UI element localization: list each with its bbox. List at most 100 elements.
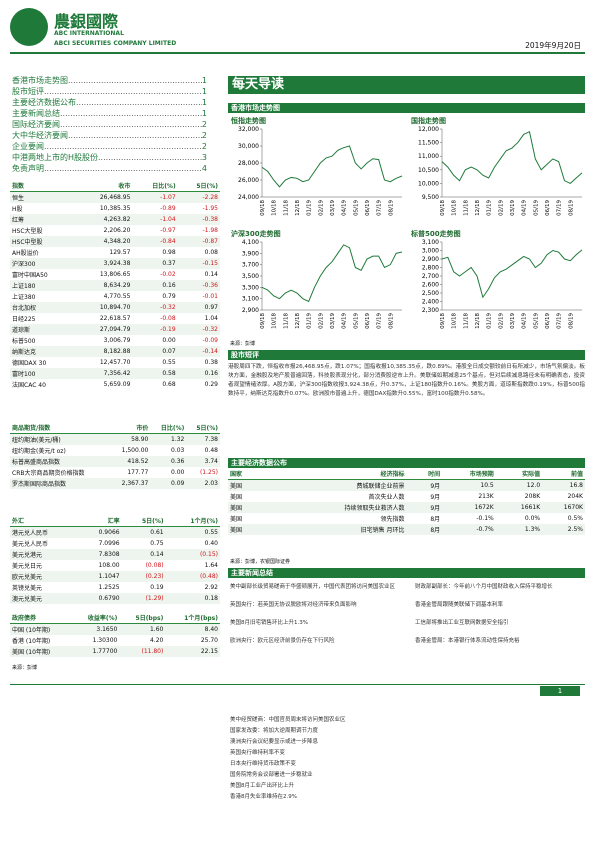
cell: 177.77 — [127, 469, 149, 476]
y-tick-label: 10,000 — [418, 180, 439, 187]
x-tick-label: 08/19 — [388, 200, 394, 216]
cell: 0.6790 — [78, 593, 122, 604]
header-row: 商品期货/指数 市价 日比(%) 5日(%) — [10, 422, 220, 434]
header-row: 政府债券 收益率(%) 5日(bps) 1个月(bps) — [10, 612, 220, 624]
cell: HSC大型股 — [12, 228, 43, 235]
y-tick-label: 2,900 — [422, 256, 439, 263]
chart-title: 沪深300走势图 — [231, 229, 281, 238]
y-tick-label: 3,300 — [242, 284, 259, 291]
x-tick-label: 08/19 — [568, 200, 574, 216]
cell: -0.15 — [177, 258, 220, 269]
x-tick-label: 11/18 — [283, 200, 289, 216]
news-item: 美国8月旧宅销售环比上升1.3% — [230, 620, 308, 626]
toc-page: 2 — [201, 120, 207, 129]
x-tick-label: 09/18 — [440, 200, 446, 216]
x-tick-label: 07/19 — [377, 313, 383, 329]
toc-dots: ........................................… — [44, 87, 202, 96]
chart: 恒指走势图 24,000 26,000 28,000 30,000 32,000 09/18… — [230, 116, 403, 216]
cell: HSC中型股 — [10, 236, 76, 247]
header-cell: 市场预期 — [442, 468, 496, 480]
cell: -0.08 — [160, 315, 176, 322]
x-tick-label: 03/19 — [510, 200, 516, 216]
header-cell: 日比(%) — [150, 422, 187, 434]
cell: 27,094.79 — [75, 324, 133, 335]
row: 英镑兑美元 1.2525 0.19 2.92 — [10, 582, 220, 593]
header-cell: 政府债券 — [10, 612, 71, 624]
header-row: 指数 收市 日比(%) 5日(%) — [10, 180, 220, 192]
header-cell: 5日(%) — [121, 515, 166, 527]
row: 德国DAX 30 12,457.70 0.55 0.38 — [10, 357, 220, 368]
x-tick-label: 01/19 — [307, 313, 313, 329]
row: 标普高盛商品指数 418.52 0.36 3.74 — [10, 456, 220, 467]
y-tick-label: 32,000 — [238, 126, 259, 133]
x-tick-label: 12/18 — [295, 313, 301, 329]
cell: -1.04 — [132, 214, 178, 225]
line-series — [441, 131, 583, 184]
row: 沪深300 3,924.38 0.37 -0.15 — [10, 258, 220, 269]
chart-title: 标普500走势图 — [410, 229, 461, 238]
cell: 1.32 — [150, 433, 187, 445]
cell: 0.14 — [204, 271, 218, 278]
cell: 0.97 — [177, 302, 220, 313]
header-cell: 商品期货/指数 — [10, 422, 111, 434]
cell: 5,659.09 — [103, 381, 131, 388]
bond-table: 政府债券 收益率(%) 5日(bps) 1个月(bps) 中国 (10年期) 3.1650… — [10, 612, 220, 657]
cell: 7.38 — [186, 433, 220, 445]
cell: 0.07 — [132, 346, 178, 357]
toc-entry: 股市短评....................................… — [12, 86, 207, 97]
row: 美国 (10年期) 1.77700 (11.80) 22.15 — [10, 646, 220, 657]
news-item: 工信部将推出工业互联网数据安全指引 — [415, 620, 509, 626]
x-tick-label: 04/19 — [522, 313, 528, 329]
fx-table: 外汇 汇率 5日(%) 1个月(%) 港元兑人民币 0.9066 0.61 0.55 美元兑人民… — [10, 515, 220, 604]
y-tick-label: 2,300 — [422, 307, 439, 314]
toc-title: 企业要闻 — [12, 142, 44, 151]
cell: 1.3% — [495, 524, 543, 535]
cell: 0.75 — [150, 540, 164, 547]
header-cell: 1个月(%) — [165, 515, 220, 527]
y-tick-label: 12,000 — [418, 126, 439, 133]
cell: -0.36 — [177, 280, 220, 291]
cell: 1.60 — [119, 623, 166, 635]
toc-page: 2 — [201, 142, 207, 151]
cell: 22.15 — [165, 646, 220, 657]
x-tick-label: 07/19 — [557, 313, 563, 329]
header-cell: 市价 — [110, 422, 151, 434]
y-tick-label: 11,500 — [418, 140, 439, 147]
row: AH股溢价 129.57 0.98 0.08 — [10, 247, 220, 258]
table: 指数 收市 日比(%) 5日(%) 恒生 26,468.95 -1.07 -2.28 H股 10,… — [10, 180, 220, 390]
page-number: 1 — [540, 686, 580, 696]
toc-page: 2 — [201, 131, 207, 140]
toc-title: 股市短评 — [12, 87, 44, 96]
row: 香港 (10年期) 1.30300 4.20 25.70 — [10, 635, 220, 646]
footer-rule — [10, 684, 585, 685]
cell: 中国 (10年期) — [10, 623, 71, 635]
header-row: 国家 经济指标 时间 市场预期 实际值 前值 — [228, 468, 585, 480]
news-item: 香港8月失业率维持在2.9% — [230, 794, 297, 800]
source: 来源：彭博，农银国际证券 — [230, 559, 291, 565]
cell: 10,894.70 — [75, 302, 133, 313]
row: 美元兑人民币 7.0996 0.75 0.40 — [10, 538, 220, 549]
x-tick-label: 06/19 — [365, 313, 371, 329]
x-tick-label: 10/18 — [272, 313, 278, 329]
y-tick-label: 3,100 — [242, 296, 259, 303]
y-tick-label: 3,000 — [422, 248, 439, 255]
y-tick-label: 2,700 — [422, 273, 439, 280]
toc-page: 1 — [201, 76, 207, 85]
cell: -0.97 — [160, 227, 176, 234]
cell: 1,500.00 — [121, 447, 149, 454]
y-tick-label: 2,900 — [242, 307, 259, 314]
cell: 0.40 — [204, 540, 218, 547]
row: 美国 领先指数 8月 -0.1% 0.0% 0.5% — [228, 513, 585, 524]
cell: 美国 — [230, 516, 243, 523]
cell: 0.55 — [165, 526, 220, 538]
cell: (0.08) — [145, 562, 164, 569]
cell: H股 — [12, 206, 23, 213]
header-cell: 收市 — [75, 180, 133, 192]
y-tick-label: 3,900 — [242, 250, 259, 257]
toc-page: 1 — [201, 98, 207, 107]
chart: 沪深300走势图 2,900 3,100 3,300 3,500 3,700 3,900 4,… — [231, 229, 403, 329]
header-cell: 汇率 — [78, 515, 122, 527]
y-tick-label: 2,400 — [422, 299, 439, 306]
cell: 10,385.35 — [99, 205, 131, 212]
news-item: 澳洲央行会议纪要显示或进一步降息 — [230, 739, 319, 745]
